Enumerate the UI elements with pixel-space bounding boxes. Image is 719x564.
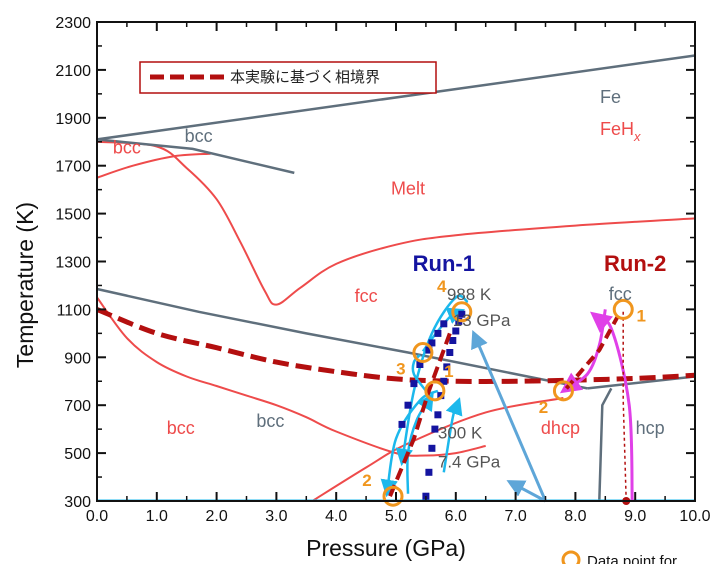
key-fe: Fe: [600, 87, 621, 107]
run1-path-5: [442, 397, 463, 473]
run1-data-point: [425, 468, 433, 476]
phase-label-6: bcc: [256, 411, 284, 431]
run1-path-return: [395, 294, 469, 467]
y-tick-label: 2100: [55, 63, 91, 80]
x-tick-label: 3.0: [265, 508, 287, 525]
run2-point-label-1: 1: [637, 306, 646, 325]
run1-data-point: [428, 444, 436, 452]
run1-data-point: [434, 329, 442, 337]
run1-point-label-4: 4: [437, 277, 447, 296]
x-tick-label: 2.0: [205, 508, 227, 525]
phase-label-4: fcc: [355, 286, 378, 306]
y-tick-label: 700: [64, 398, 91, 415]
series-line-1: [96, 307, 696, 384]
y-tick-label: 1300: [55, 255, 91, 272]
run1-point-label-3: 3: [396, 360, 405, 379]
run1-title: Run-1: [413, 251, 475, 276]
run2-point-label-2: 2: [539, 398, 548, 417]
y-tick-label: 1100: [57, 302, 92, 319]
key-feh-base: FeH: [600, 119, 634, 139]
phase-label-2: bcc: [113, 138, 141, 158]
phase-label-3: Melt: [391, 178, 425, 198]
run1-data-point: [425, 346, 433, 354]
y-tick-label: 900: [64, 350, 91, 367]
y-tick-label: 2300: [55, 15, 91, 32]
y-tick-label: 500: [64, 446, 91, 463]
experiment-runs: 1 2 3 4 1 2: [362, 277, 646, 507]
x-tick-label: 9.0: [624, 508, 646, 525]
material-key: Fe FeHx: [600, 87, 641, 144]
fe-boundary-line-2: [96, 138, 295, 175]
run1-condition-2: 13 GPa: [453, 311, 511, 330]
y-tick-label: 1700: [55, 159, 91, 176]
footnote: Data point for: [561, 550, 677, 564]
run1-data-point: [428, 339, 436, 347]
feh-boundary-line-1: [96, 140, 696, 306]
run1-condition-3: 300 K: [438, 424, 483, 443]
run1-condition-4: 7.4 GPa: [438, 452, 501, 471]
run1-point-label-1: 1: [444, 362, 453, 381]
legend: 本実験に基づく相境界: [139, 61, 437, 94]
fe-boundary-line-5: [598, 387, 613, 502]
legend-label: 本実験に基づく相境界: [230, 68, 380, 86]
x-tick-label: 8.0: [564, 508, 586, 525]
y-tick-label: 1900: [55, 111, 91, 128]
run1-data-point: [446, 349, 454, 356]
run1-data-point: [452, 327, 460, 335]
run1-point-label-2: 2: [362, 471, 371, 490]
feh-boundary-line-2: [96, 152, 211, 179]
run1-data-point: [440, 377, 448, 385]
run2-path-a: [590, 311, 634, 502]
x-tick-label: 7.0: [504, 508, 526, 525]
feh-boundary-line-3: [96, 296, 486, 457]
fe-boundary-line-1: [96, 54, 696, 141]
phase-label-9: hcp: [636, 418, 665, 438]
x-tick-label: 6.0: [445, 508, 467, 525]
x-tick-label: 5.0: [385, 508, 407, 525]
run1-data-circle-3: [412, 342, 434, 364]
run2-path-b: [559, 309, 607, 394]
run1-data-circle-2: [382, 485, 404, 507]
run1-data-point: [458, 310, 466, 318]
x-tick-label: 4.0: [325, 508, 347, 525]
pointer-arrow-2: [506, 480, 547, 503]
run1-data-point: [398, 420, 406, 428]
run2-trend-line: [564, 310, 623, 390]
x-tick-label: 0.0: [86, 508, 108, 525]
x-axis-title: Pressure (GPa): [306, 535, 466, 561]
phase-label-5: bcc: [167, 418, 195, 438]
phase-label-1: bcc: [185, 126, 213, 146]
y-tick-label: 300: [64, 494, 91, 511]
x-tick-label: 1.0: [146, 508, 168, 525]
run1-data-circle-4: [451, 301, 473, 323]
run2-title: Run-2: [604, 251, 666, 276]
y-tick-label: 1500: [55, 207, 91, 224]
pointer-arrow-1: [471, 330, 547, 502]
footnote-circle-icon: [561, 550, 581, 564]
phase-label-8: dhcp: [541, 418, 580, 438]
run1-data-point: [443, 363, 451, 371]
run1-condition-1: 988 K: [447, 285, 492, 304]
key-feh-subscript: x: [633, 129, 641, 144]
run1-data-point: [434, 411, 442, 419]
footnote-text: Data point for: [587, 553, 677, 564]
run1-data-circle-1: [424, 380, 446, 402]
run1-data-point: [431, 425, 439, 433]
run2-dotted-line: [622, 311, 627, 502]
run1-data-point: [449, 337, 457, 344]
phase-label-7: fcc: [609, 284, 632, 304]
run1-data-point: [410, 380, 418, 388]
run1-data-point: [440, 320, 448, 328]
y-axis-title: Temperature (K): [12, 202, 38, 368]
run2-data-circle-2: [552, 380, 574, 402]
run1-data-point: [404, 401, 412, 409]
run1-data-point: [416, 361, 424, 368]
legend-box: [139, 61, 437, 94]
key-feh: FeHx: [600, 119, 641, 144]
x-tick-label: 10.0: [679, 508, 710, 525]
run2-data-circle-1: [612, 298, 634, 320]
